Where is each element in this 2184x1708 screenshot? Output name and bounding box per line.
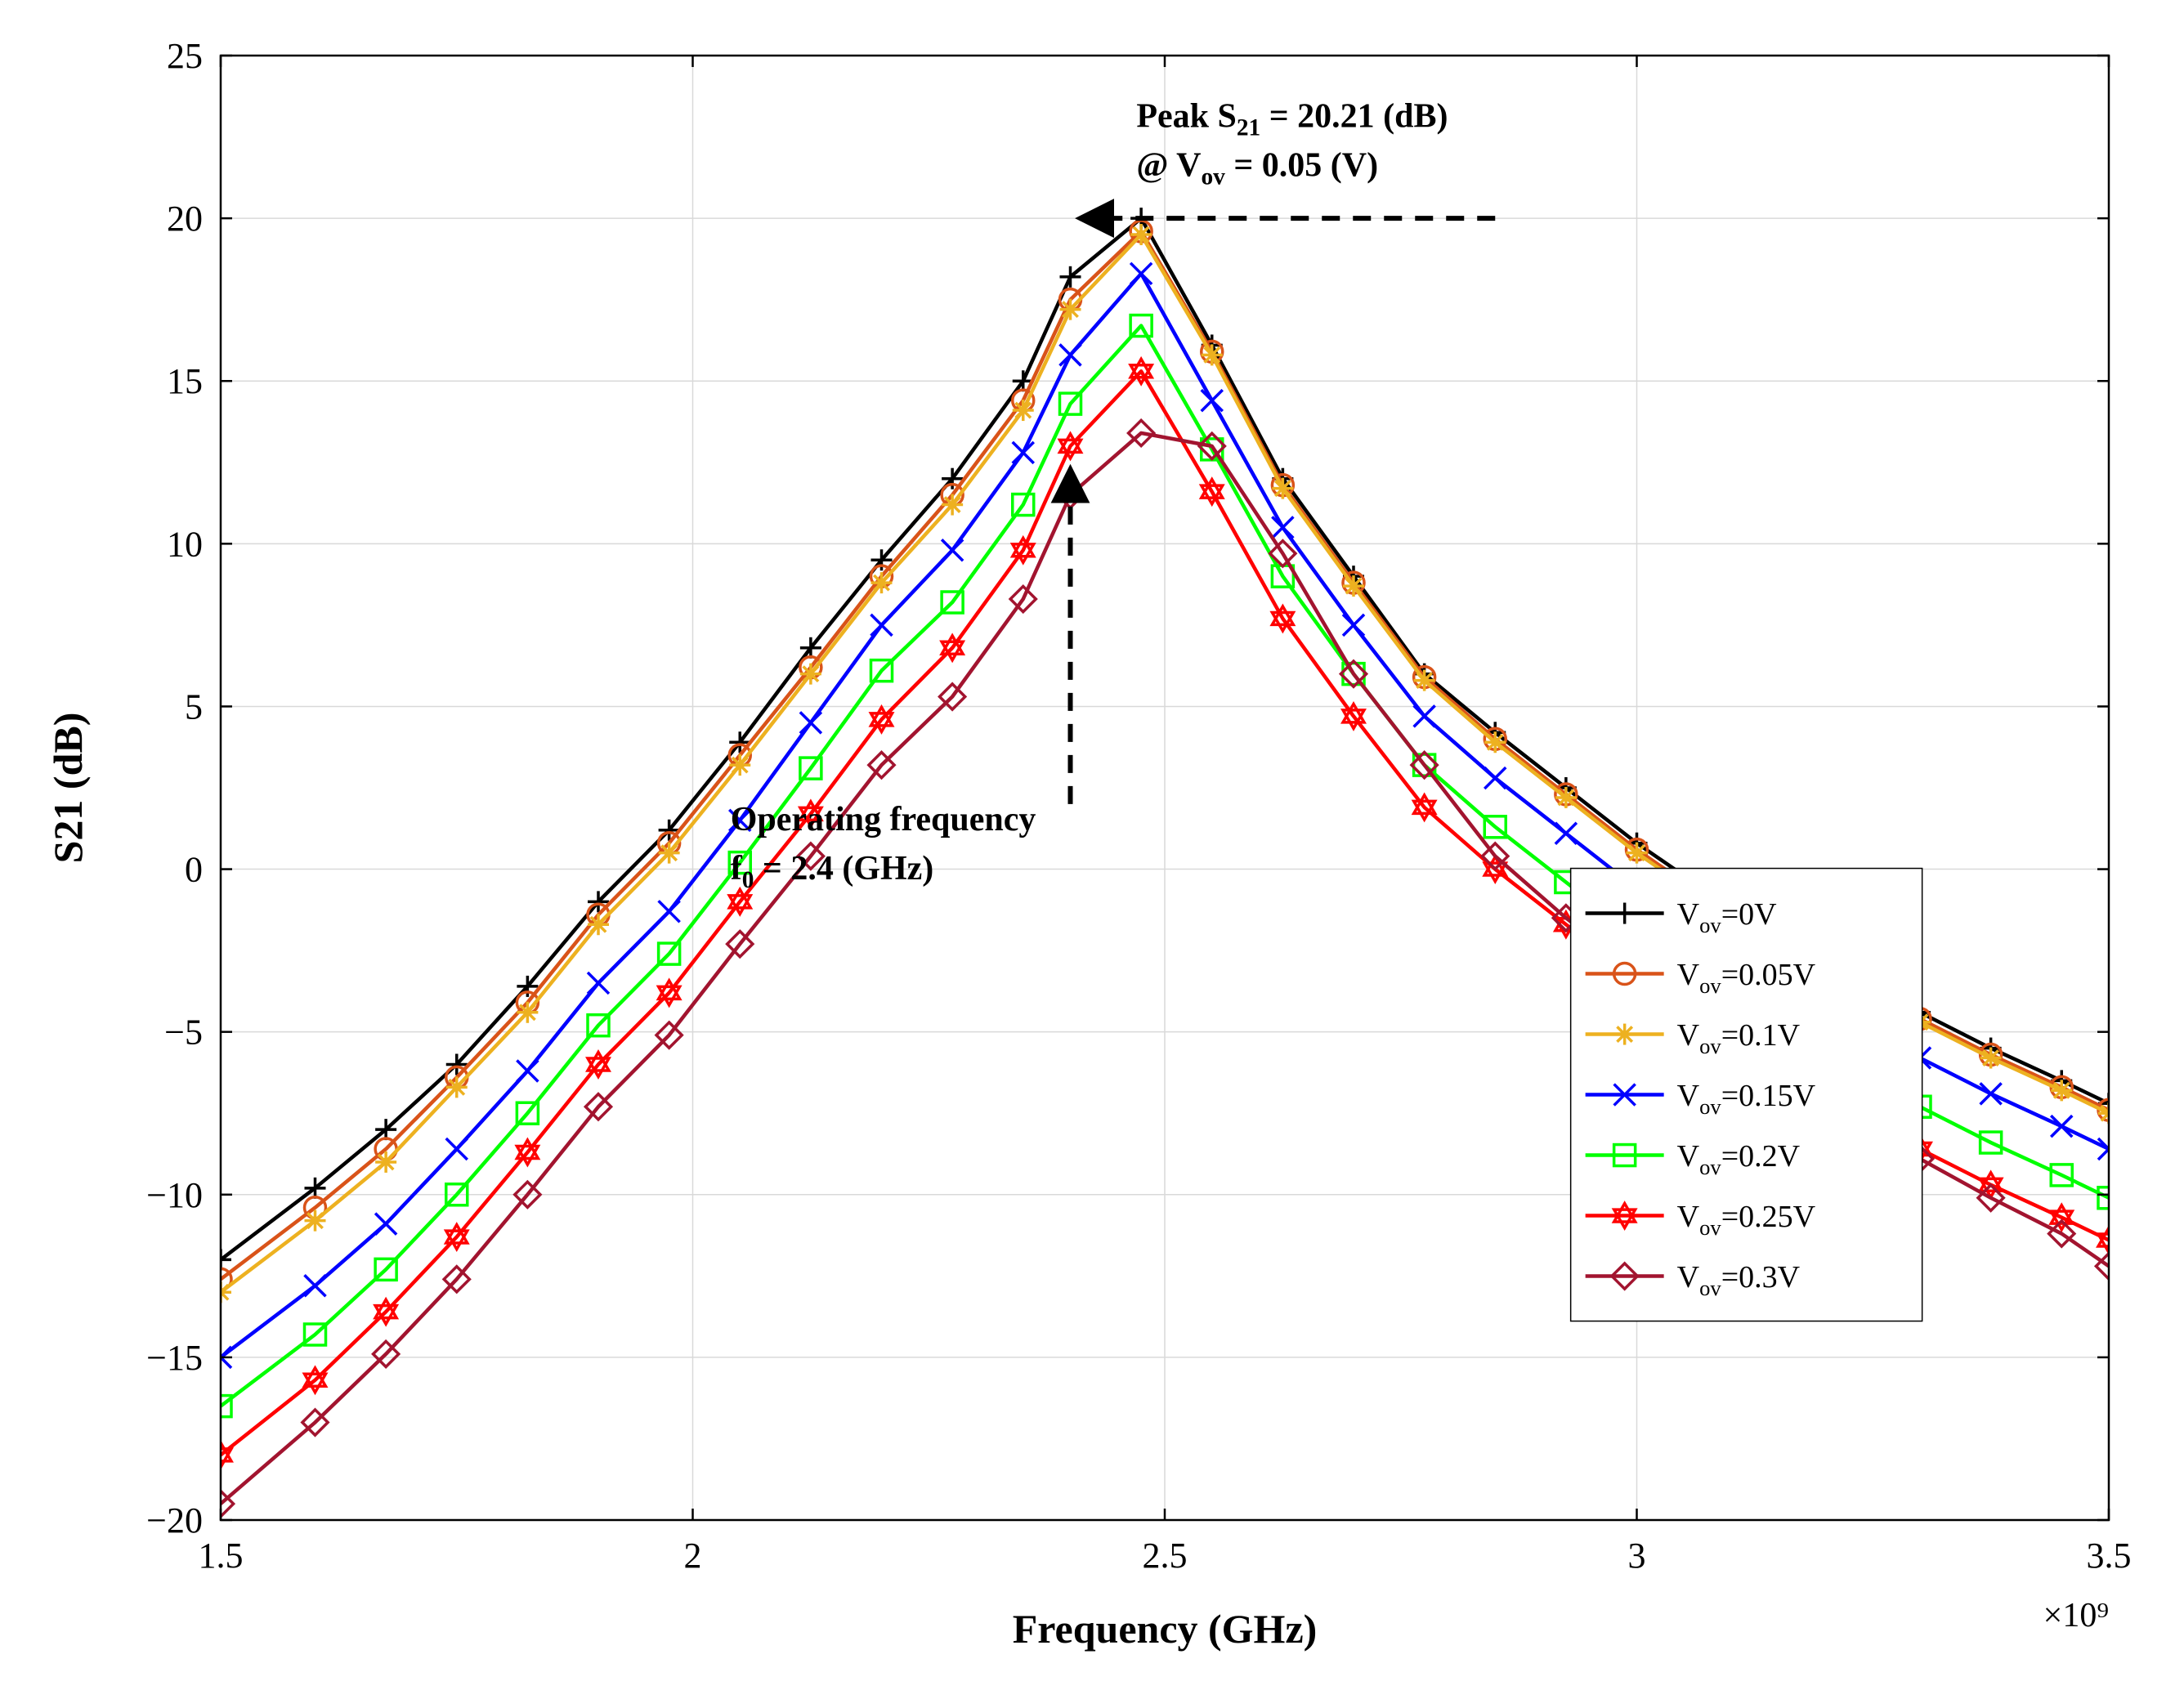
annotation-text: Operating frequency xyxy=(731,801,1036,838)
chart-svg: 1.5 2 2.5 3 3.5 −20 −15 −10 −5 0 5 10 15 20 25 Frequenc… xyxy=(0,0,2184,1708)
y-tick-label: 10 xyxy=(167,524,203,564)
y-tick-label: 15 xyxy=(167,361,203,401)
x-tick-label: 3 xyxy=(1628,1536,1646,1576)
legend-label: Vov=0.05V xyxy=(1677,958,1816,998)
x-tick-label: 3.5 xyxy=(2087,1536,2132,1576)
x-tick-label: 2.5 xyxy=(1143,1536,1188,1576)
legend: Vov=0V Vov=0.05V Vov=0.1V Vov=0.15V Vov=0.2V… xyxy=(1571,869,1922,1321)
y-tick-label: −15 xyxy=(146,1338,203,1378)
y-axis-label: S21 (dB) xyxy=(45,713,91,864)
annotation-text: Peak S21 = 20.21 (dB) xyxy=(1136,98,1448,141)
y-tick-label: −20 xyxy=(146,1500,203,1540)
x-exponent-label: ×10⁹ xyxy=(2043,1597,2109,1634)
y-tick-label: −10 xyxy=(146,1175,203,1215)
x-tick-label: 2 xyxy=(684,1536,702,1576)
y-tick-label: 5 xyxy=(185,686,203,727)
legend-label: Vov=0.15V xyxy=(1677,1079,1816,1119)
x-axis-label: Frequency (GHz) xyxy=(1013,1606,1318,1652)
legend-label: Vov=0.3V xyxy=(1677,1260,1801,1300)
y-tick-label: 25 xyxy=(167,36,203,76)
legend-label: Vov=0.25V xyxy=(1677,1200,1816,1240)
annotation-text: f0 = 2.4 (GHz) xyxy=(731,850,934,893)
y-tick-label: −5 xyxy=(164,1013,203,1053)
legend-label: Vov=0.1V xyxy=(1677,1018,1801,1058)
y-tick-label: 20 xyxy=(167,199,203,239)
x-tick-label: 1.5 xyxy=(199,1536,244,1576)
s21-chart: 1.5 2 2.5 3 3.5 −20 −15 −10 −5 0 5 10 15 20 25 Frequenc… xyxy=(0,0,2184,1708)
legend-label: Vov=0.2V xyxy=(1677,1139,1801,1179)
annotation-text: @ Vov = 0.05 (V) xyxy=(1136,147,1378,190)
y-tick-label: 0 xyxy=(185,850,203,890)
legend-label: Vov=0V xyxy=(1677,897,1777,937)
